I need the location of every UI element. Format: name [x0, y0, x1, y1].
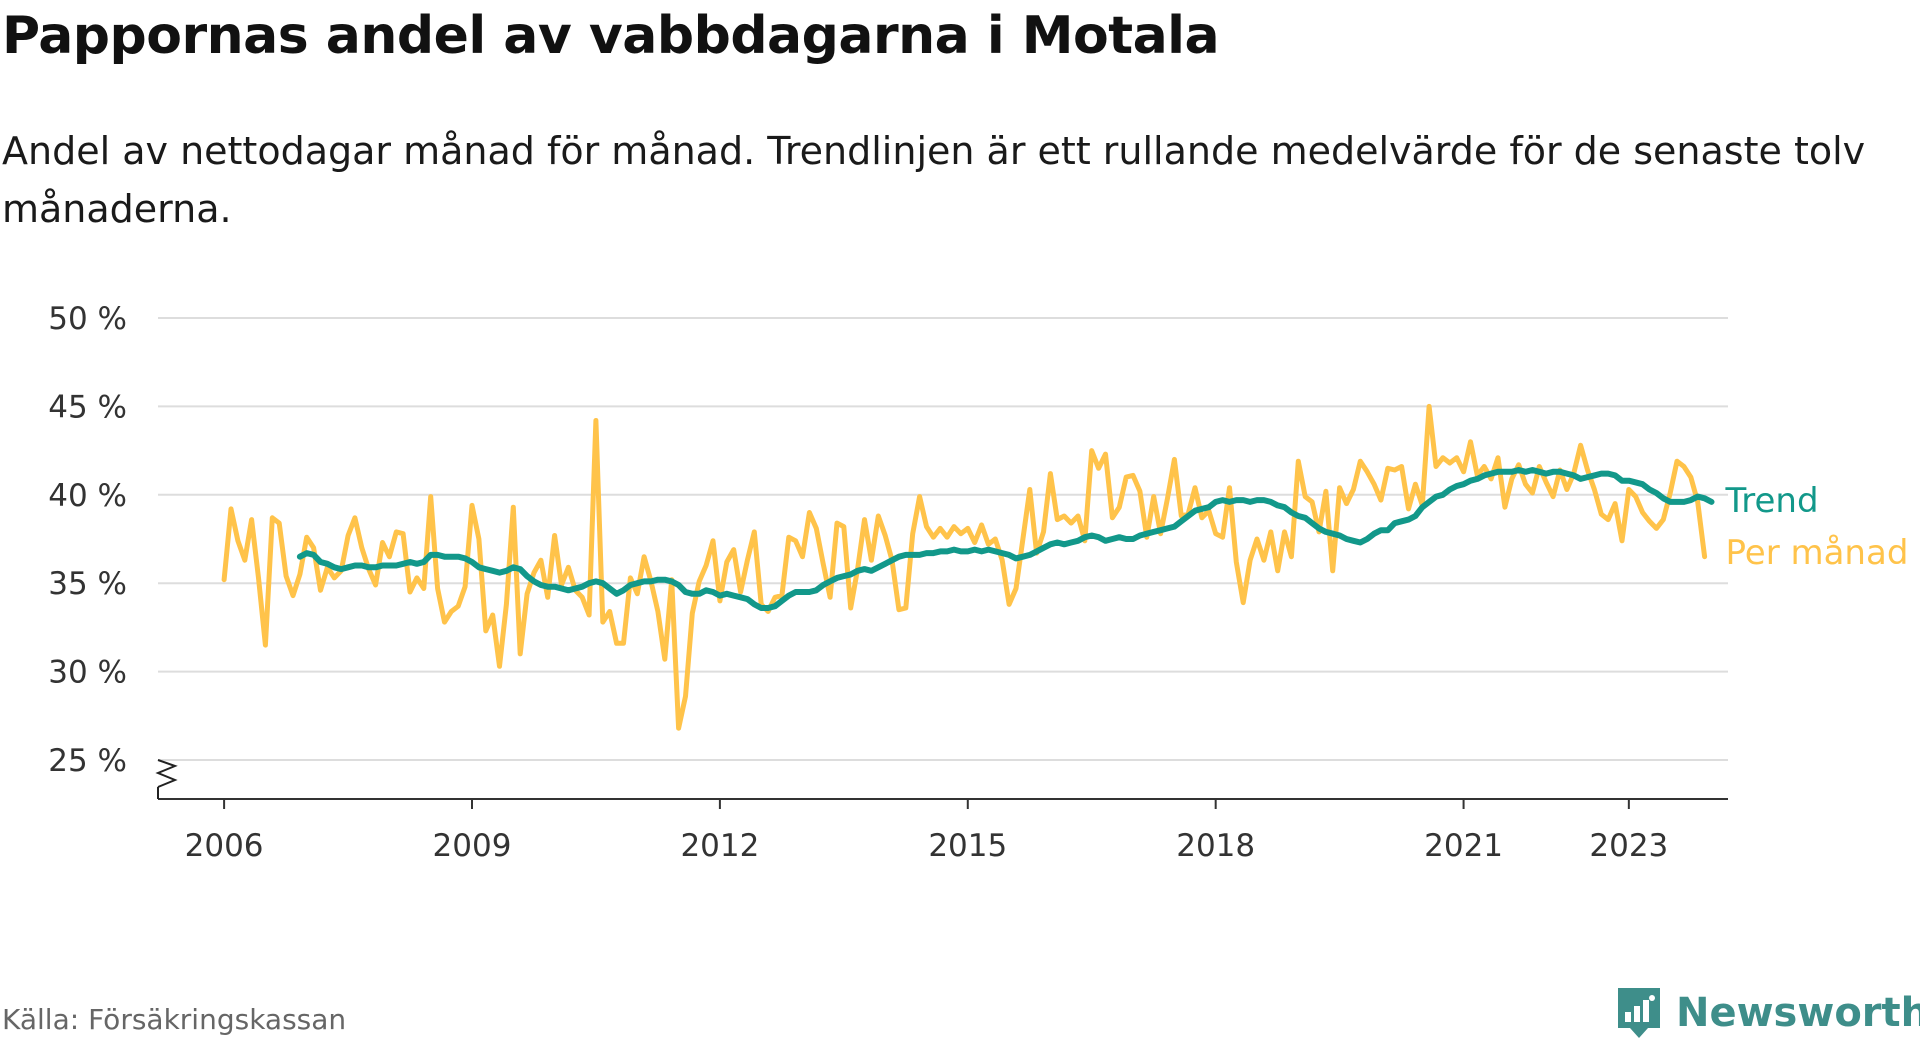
y-tick-label: 30 % [48, 655, 127, 691]
axis-break-icon [155, 759, 178, 788]
newsworthy-logo-icon [1618, 988, 1660, 1038]
source-note: Källa: Försäkringskassan [2, 1003, 347, 1036]
series-line-trend [296, 467, 1715, 611]
series-label-trend: Trend [1724, 481, 1818, 521]
brand-logo: Newsworthy [1614, 984, 1920, 1042]
x-tick-label: 2012 [680, 828, 759, 864]
series [221, 403, 1715, 731]
x-tick-label: 2018 [1176, 828, 1255, 864]
chart-subtitle: Andel av nettodagar månad för månad. Tre… [2, 129, 1866, 231]
series-labels: Trend Per månad [1724, 481, 1908, 573]
chart-title: Pappornas andel av vabbdagarna i Motala [2, 6, 1220, 66]
y-tick-label: 25 % [48, 743, 127, 779]
x-tick-label: 2023 [1589, 828, 1668, 864]
x-axis-ticks: 2006 2009 2012 2015 2018 2021 2023 [185, 799, 1668, 864]
x-tick-label: 2006 [185, 828, 264, 864]
y-tick-label: 50 % [48, 301, 127, 337]
x-tick-label: 2015 [928, 828, 1007, 864]
series-label-per-manad: Per månad [1725, 533, 1908, 573]
y-tick-label: 35 % [48, 566, 127, 602]
y-axis-ticks: 25 % 30 % 35 % 40 % 45 % 50 % [48, 301, 127, 779]
x-tick-label: 2021 [1424, 828, 1503, 864]
brand-name: Newsworthy [1676, 990, 1920, 1036]
y-tick-label: 45 % [48, 389, 127, 425]
x-axis [155, 759, 1728, 800]
x-tick-label: 2009 [433, 828, 512, 864]
series-line-per-manad [221, 403, 1708, 731]
y-tick-label: 40 % [48, 478, 127, 514]
